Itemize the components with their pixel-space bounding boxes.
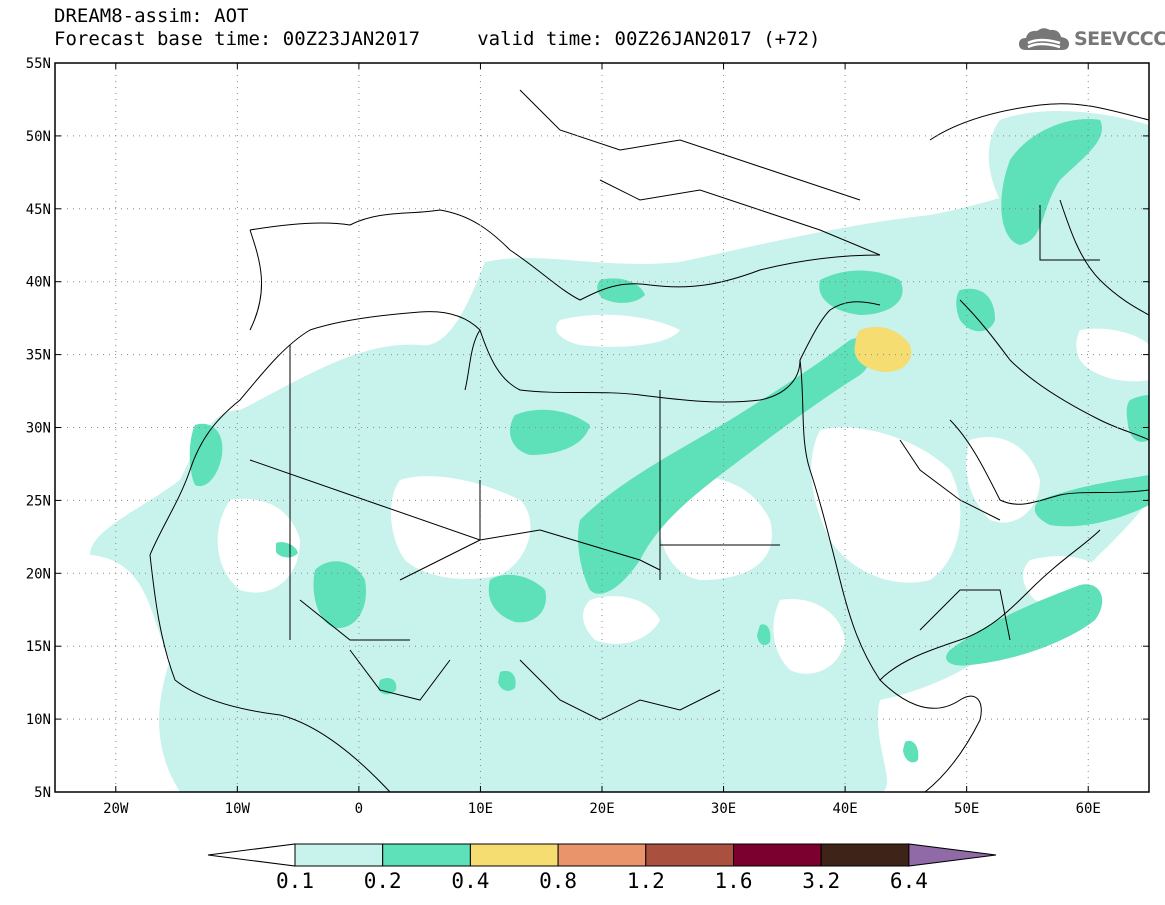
- colorbar-bin-2: [469, 843, 559, 867]
- lat-label-55N: 55N: [26, 56, 51, 72]
- logo-text: SEEVCCC: [1074, 28, 1165, 50]
- aot-fill-layer: [90, 110, 1149, 792]
- lon-label-0: 0: [355, 801, 363, 817]
- aot-clear-areas: [217, 314, 1149, 674]
- lat-label-25N: 25N: [26, 493, 51, 509]
- seevccc-logo: SEEVCCC: [1018, 24, 1165, 54]
- lat-label-5N: 5N: [34, 785, 51, 801]
- colorbar-label-1.6: 1.6: [715, 869, 753, 893]
- aot-level-0.4: [854, 326, 912, 372]
- colorbar-bin-3: [557, 843, 647, 867]
- colorbar-under-arrow: [207, 843, 296, 867]
- cloud-icon: [1019, 28, 1069, 50]
- lon-label-10E: 10E: [468, 801, 493, 817]
- colorbar-label-0.1: 0.1: [276, 869, 314, 893]
- colorbar-bin-1: [382, 843, 471, 867]
- graticule: [55, 63, 1149, 792]
- aot-level-0.2: [189, 119, 1149, 763]
- colorbar-label-0.4: 0.4: [451, 869, 489, 893]
- colorbar-bin-0: [294, 843, 384, 867]
- colorbar-bin-4: [645, 843, 734, 867]
- colorbar-bin-5: [733, 843, 822, 867]
- lat-label-15N: 15N: [26, 639, 51, 655]
- colorbar-label-1.2: 1.2: [627, 869, 665, 893]
- lon-label-50E: 50E: [954, 801, 979, 817]
- lon-label-40E: 40E: [832, 801, 857, 817]
- lat-label-40N: 40N: [26, 275, 51, 291]
- lat-label-35N: 35N: [26, 348, 51, 364]
- colorbar-bin-6: [820, 843, 910, 867]
- lon-label-60E: 60E: [1076, 801, 1101, 817]
- lat-label-50N: 50N: [26, 129, 51, 145]
- latitude-labels: 55N 50N 45N 40N 35N 30N 25N 20N 15N 10N 5N: [26, 56, 51, 801]
- lon-label-20E: 20E: [589, 801, 614, 817]
- lat-label-30N: 30N: [26, 421, 51, 437]
- lat-label-10N: 10N: [26, 712, 51, 728]
- colorbar-label-3.2: 3.2: [802, 869, 840, 893]
- forecast-time-line: Forecast base time: 00Z23JAN2017 valid t…: [54, 28, 821, 50]
- longitude-labels: 20W 10W 0 10E 20E 30E 40E 50E 60E: [103, 801, 1101, 817]
- aot-colorbar: 0.1 0.2 0.4 0.8 1.2 1.6 3.2 6.4: [207, 843, 997, 893]
- axis-ticks: [55, 62, 1149, 793]
- lat-label-45N: 45N: [26, 202, 51, 218]
- colorbar-label-0.2: 0.2: [364, 869, 402, 893]
- colorbar-label-6.4: 6.4: [890, 869, 928, 893]
- lon-label-30E: 30E: [711, 801, 736, 817]
- colorbar-label-0.8: 0.8: [539, 869, 577, 893]
- lon-label-20W: 20W: [103, 801, 129, 817]
- colorbar-over-arrow: [908, 843, 997, 867]
- lat-label-20N: 20N: [26, 566, 51, 582]
- lon-label-10W: 10W: [225, 801, 251, 817]
- coastlines-and-borders: [149, 89, 1149, 792]
- map-title: DREAM8-assim: AOT: [54, 5, 249, 27]
